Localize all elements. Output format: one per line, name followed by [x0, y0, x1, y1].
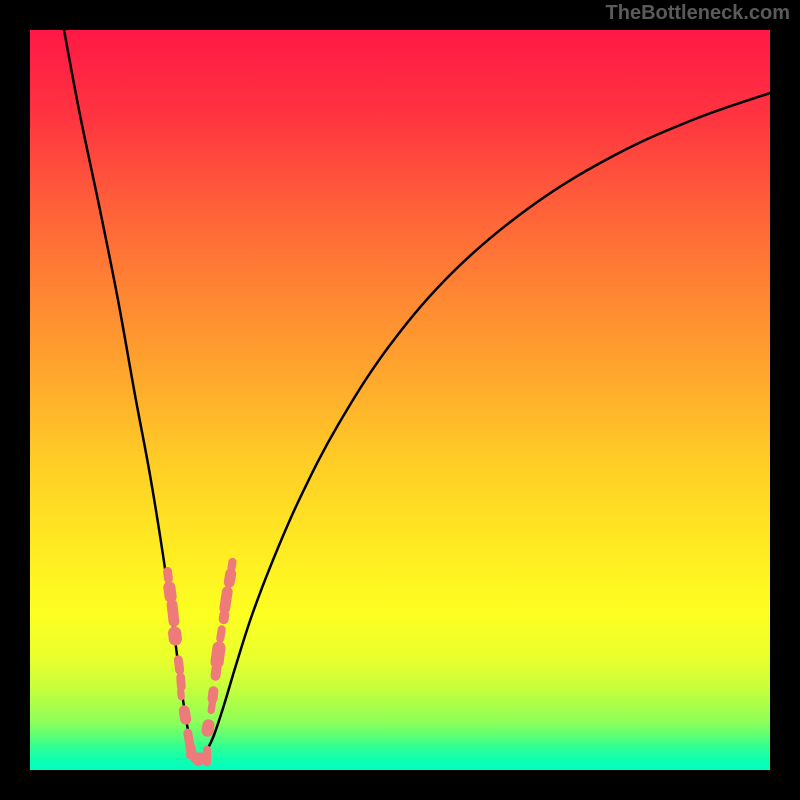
chart-stage: TheBottleneck.com	[0, 0, 800, 800]
watermark-text: TheBottleneck.com	[606, 2, 790, 25]
chart-svg	[0, 0, 800, 800]
